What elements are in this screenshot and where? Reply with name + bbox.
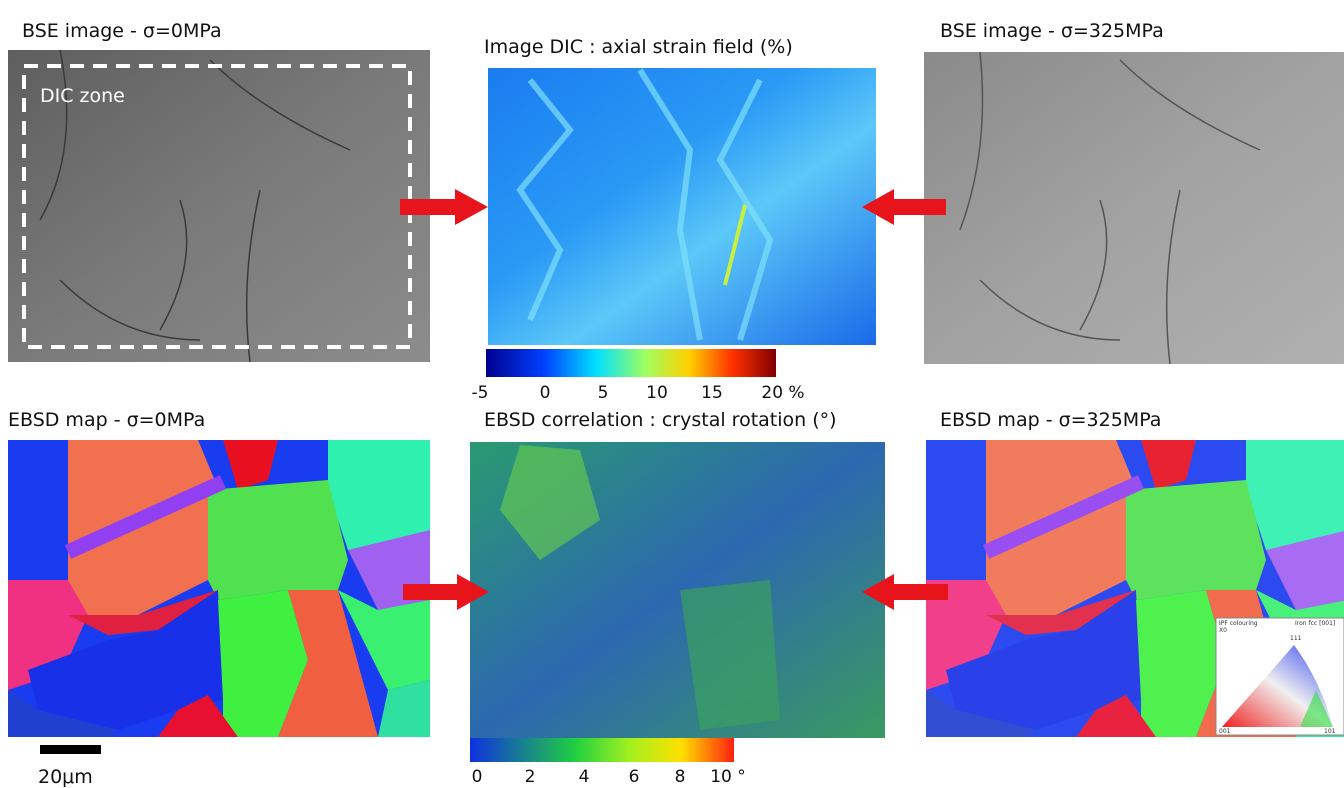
- colorbar-tick: 10: [646, 383, 668, 403]
- ipf-title: IPF colouring: [1219, 620, 1258, 627]
- ipf-corner: 101: [1324, 728, 1336, 735]
- zone-label: DIC zone: [40, 85, 125, 107]
- colorbar-tick: 2: [525, 767, 536, 787]
- panel-title: EBSD map - σ=0MPa: [8, 409, 205, 431]
- colorbar-tick: 20 %: [761, 383, 804, 403]
- panel-title: BSE image - σ=325MPa: [940, 20, 1164, 42]
- ipf-subtitle: Iron fcc [001]: [1295, 620, 1335, 627]
- ipf-axis: X0: [1219, 627, 1227, 634]
- colorbar-tick: 10 °: [710, 767, 746, 787]
- page: {"top_left":{"title":"BSE image - σ=0MPa…: [0, 0, 1344, 788]
- ebsd-map: [8, 440, 430, 737]
- colorbar-tick: 0: [540, 383, 551, 403]
- colorbar-tick: 6: [629, 767, 640, 787]
- figure: BSE image - σ=0MPa DIC zone Image DIC : …: [0, 0, 1344, 788]
- panel-title: EBSD map - σ=325MPa: [940, 409, 1161, 431]
- colorbar: [470, 738, 734, 762]
- colorbar-tick: -5: [472, 383, 489, 403]
- colorbar-tick: 15: [701, 383, 723, 403]
- colorbar: [486, 349, 776, 377]
- bse-image: [924, 52, 1344, 364]
- scale-bar-label: 20μm: [38, 766, 93, 788]
- panel-title: Image DIC : axial strain field (%): [484, 36, 793, 58]
- panel-title: EBSD correlation : crystal rotation (°): [484, 409, 837, 431]
- ipf-corner: 111: [1290, 635, 1302, 642]
- colorbar-tick: 0: [472, 767, 483, 787]
- colorbar-tick: 8: [675, 767, 686, 787]
- colorbar-tick: 5: [598, 383, 609, 403]
- scale-bar: [40, 745, 101, 754]
- panel-title: BSE image - σ=0MPa: [22, 20, 222, 42]
- colorbar-tick: 4: [579, 767, 590, 787]
- ipf-corner: 001: [1219, 728, 1231, 735]
